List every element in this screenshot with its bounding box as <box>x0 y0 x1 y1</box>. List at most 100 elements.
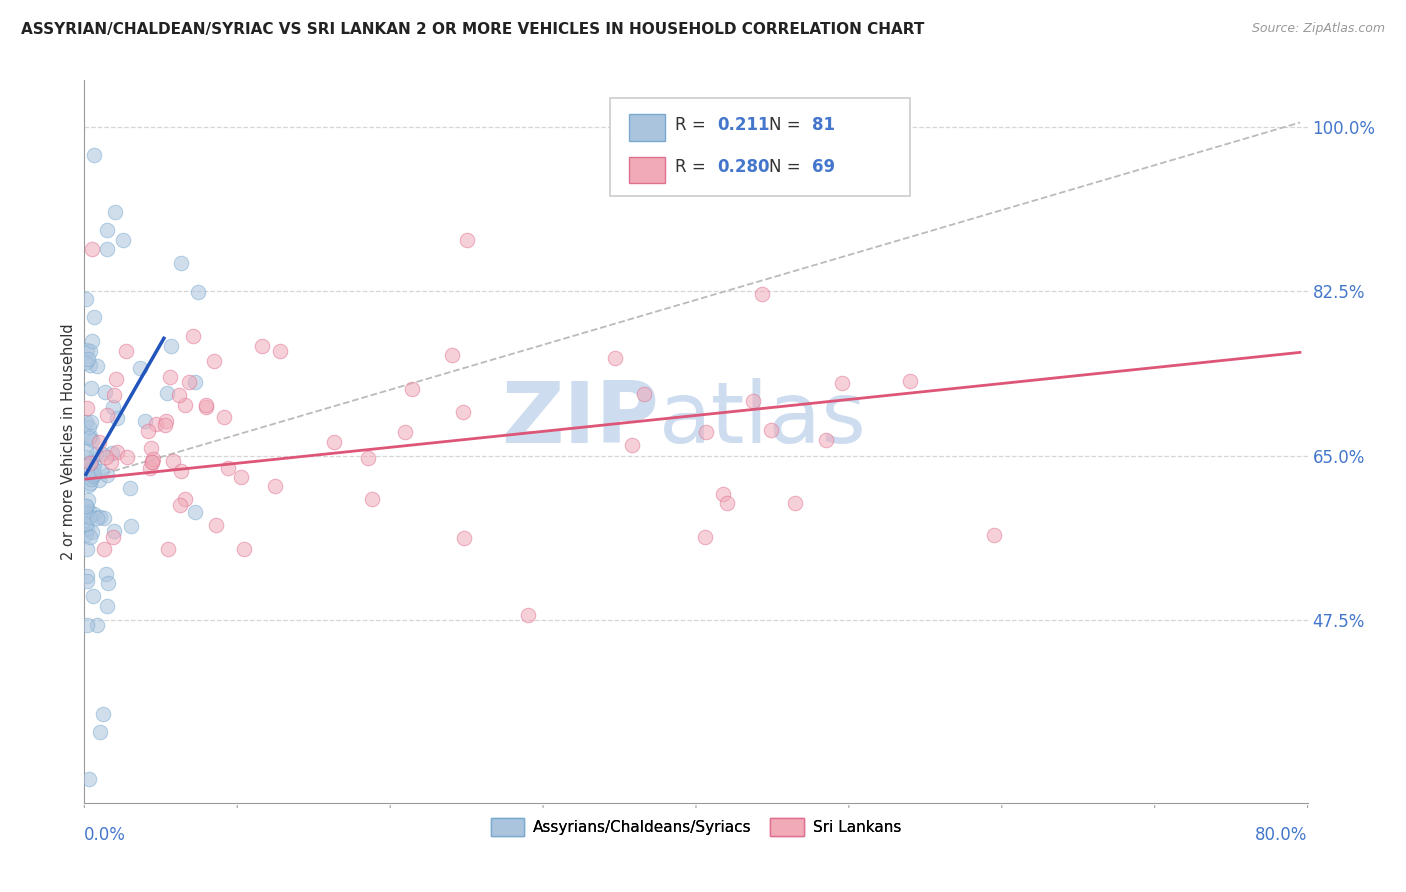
Point <box>93 511 115 525</box>
Point <box>155 414 177 428</box>
Point <box>453 531 475 545</box>
Point <box>83 458 105 473</box>
Point <box>898 375 921 389</box>
Point <box>76 574 98 588</box>
Point <box>104 204 127 219</box>
Point <box>91 706 114 721</box>
Point <box>603 351 626 365</box>
Point <box>695 425 717 439</box>
Point <box>139 460 162 475</box>
Point <box>100 445 122 459</box>
Text: N =: N = <box>769 116 806 134</box>
Point <box>783 496 806 510</box>
Point <box>136 424 159 438</box>
Point <box>711 487 734 501</box>
Point <box>105 411 128 425</box>
Point <box>79 431 101 445</box>
Point <box>440 348 463 362</box>
Point <box>77 459 100 474</box>
Point <box>76 401 98 415</box>
Point <box>96 467 118 482</box>
Point <box>356 450 378 465</box>
Point <box>142 451 165 466</box>
Point <box>96 599 118 613</box>
Point <box>394 425 416 439</box>
Point <box>79 530 101 544</box>
Point <box>75 499 97 513</box>
Legend: Assyrians/Chaldeans/Syriacs, Sri Lankans: Assyrians/Chaldeans/Syriacs, Sri Lankans <box>485 813 907 842</box>
Point <box>80 455 103 469</box>
Point <box>96 242 118 256</box>
Point <box>86 511 108 525</box>
Point <box>86 359 108 374</box>
Point <box>89 725 111 739</box>
Point <box>77 420 100 434</box>
Point <box>173 397 195 411</box>
Point <box>82 589 104 603</box>
Point <box>232 542 254 557</box>
Point <box>89 510 111 524</box>
Point <box>79 358 101 372</box>
Point <box>716 495 738 509</box>
Point <box>77 493 100 508</box>
Point <box>621 437 644 451</box>
Point <box>516 608 538 623</box>
Point <box>751 287 773 301</box>
Point <box>94 450 117 465</box>
Point <box>79 415 101 429</box>
Point <box>170 465 193 479</box>
Point <box>79 456 101 470</box>
Y-axis label: 2 or more Vehicles in Household: 2 or more Vehicles in Household <box>60 323 76 560</box>
Point <box>141 455 163 469</box>
Point <box>77 503 100 517</box>
Point <box>86 617 108 632</box>
Point <box>759 423 782 437</box>
Point <box>815 434 838 448</box>
Point <box>79 344 101 359</box>
Point <box>269 344 291 359</box>
Point <box>87 473 110 487</box>
Point <box>167 388 190 402</box>
Text: N =: N = <box>769 158 806 176</box>
Point <box>456 233 478 247</box>
Bar <box>628 114 665 141</box>
Point <box>103 388 125 402</box>
Point <box>742 394 765 409</box>
Point <box>101 530 124 544</box>
Point <box>114 344 136 359</box>
Point <box>121 519 143 533</box>
Point <box>83 467 105 481</box>
Point <box>104 371 127 385</box>
Point <box>183 328 205 343</box>
Point <box>173 491 195 506</box>
Point <box>75 293 97 307</box>
Point <box>82 462 104 476</box>
Point <box>76 351 98 366</box>
Point <box>155 418 177 433</box>
Point <box>77 772 100 787</box>
Point <box>170 256 193 270</box>
Text: 80.0%: 80.0% <box>1256 826 1308 844</box>
Point <box>184 375 207 389</box>
Point <box>75 450 97 464</box>
Text: 0.211: 0.211 <box>717 116 769 134</box>
Point <box>451 405 474 419</box>
Point <box>134 414 156 428</box>
Point <box>111 233 134 247</box>
Point <box>83 508 105 522</box>
Point <box>76 617 98 632</box>
Point <box>79 429 101 443</box>
Point <box>187 285 209 299</box>
Point <box>118 481 141 495</box>
Text: 0.280: 0.280 <box>717 158 769 176</box>
Text: atlas: atlas <box>659 378 868 461</box>
Point <box>75 527 97 541</box>
Point <box>202 354 225 368</box>
Point <box>633 386 655 401</box>
Point <box>76 568 98 582</box>
Point <box>139 441 162 455</box>
Point <box>97 576 120 591</box>
Point <box>84 447 107 461</box>
Point <box>361 491 384 506</box>
Point <box>323 435 346 450</box>
